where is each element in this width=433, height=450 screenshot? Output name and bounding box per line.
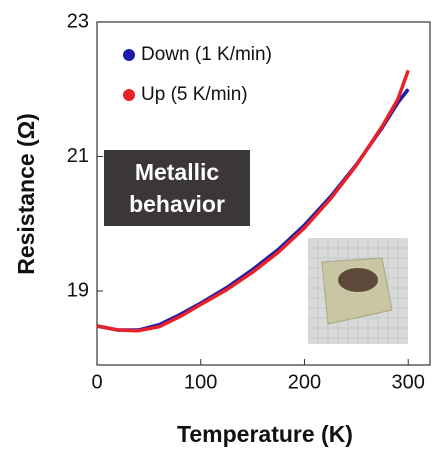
x-tick-label: 200: [288, 371, 321, 393]
legend-label: Up (5 K/min): [141, 84, 248, 105]
y-tick-label: 21: [67, 145, 89, 167]
inset-photo: [308, 238, 408, 344]
legend-label: Down (1 K/min): [141, 44, 272, 65]
legend-marker: [123, 49, 135, 61]
y-tick-label: 23: [67, 10, 89, 32]
y-tick-label: 19: [67, 279, 89, 301]
annotation: Metallic behavior: [104, 150, 250, 226]
x-tick-label: 300: [392, 371, 425, 393]
page: Temperature (K) Resistance (Ω) 19 21 23 0 10…: [0, 0, 433, 450]
y-axis-label: Resistance (Ω): [13, 113, 39, 275]
x-axis-label: Temperature (K): [177, 421, 353, 447]
legend-marker: [123, 89, 135, 101]
x-tick-label: 0: [91, 371, 102, 393]
x-tick-label: 100: [184, 371, 217, 393]
